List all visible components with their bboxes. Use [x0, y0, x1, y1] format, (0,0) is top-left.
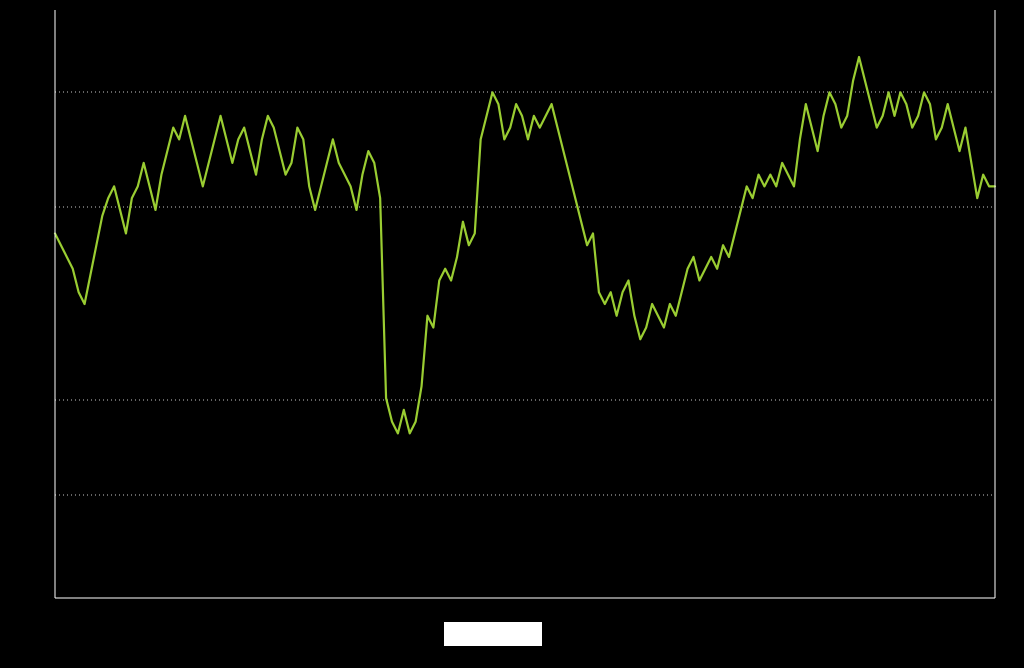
line-chart [0, 0, 1024, 668]
legend-box [444, 622, 542, 646]
chart-svg [0, 0, 1024, 668]
